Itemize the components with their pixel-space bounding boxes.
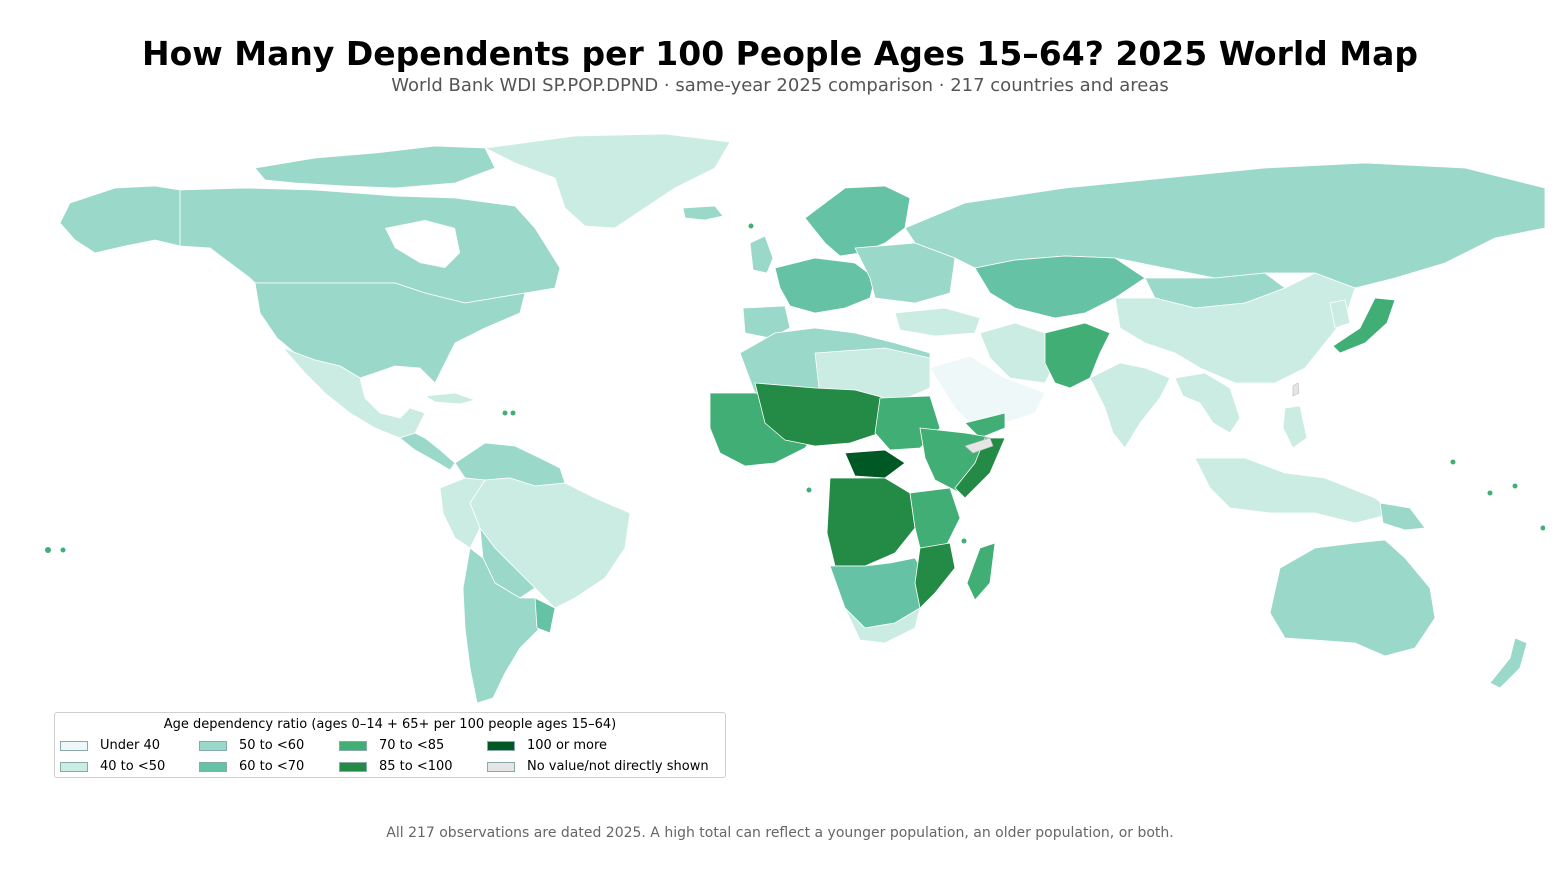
region-central-america[interactable] xyxy=(399,432,456,471)
region-caribbean[interactable] xyxy=(424,392,476,405)
island-pacific-2[interactable] xyxy=(1450,459,1456,465)
region-central-african-rep[interactable] xyxy=(844,449,906,479)
legend-swatch xyxy=(199,761,227,772)
region-somalia[interactable] xyxy=(954,437,1006,499)
legend-swatch xyxy=(487,740,515,751)
legend-label: 70 to <85 xyxy=(379,738,445,753)
legend-swatch xyxy=(339,761,367,772)
region-australia[interactable] xyxy=(1269,539,1436,657)
region-mexico[interactable] xyxy=(282,347,426,439)
region-japan[interactable] xyxy=(1332,297,1396,354)
legend-item-under-40: Under 40 xyxy=(60,738,160,754)
legend-swatch xyxy=(487,761,515,772)
legend-item-70-85: 70 to <85 xyxy=(339,738,444,754)
region-south-africa[interactable] xyxy=(844,607,921,644)
region-china[interactable] xyxy=(1114,272,1356,384)
legend-swatch xyxy=(60,740,88,751)
region-new-zealand[interactable] xyxy=(1489,637,1528,689)
legend-title: Age dependency ratio (ages 0–14 + 65+ pe… xyxy=(163,717,617,732)
world-choropleth-map xyxy=(45,133,1546,704)
island-pacific-1[interactable] xyxy=(60,547,66,553)
region-iceland[interactable] xyxy=(682,205,724,221)
legend-item-85-100: 85 to <100 xyxy=(339,759,453,775)
legend-label: 60 to <70 xyxy=(239,759,305,774)
legend-swatch xyxy=(199,740,227,751)
region-canada-islands[interactable] xyxy=(254,145,496,189)
region-east-africa[interactable] xyxy=(909,487,961,549)
region-greenland[interactable] xyxy=(484,133,731,229)
legend-item-40-50: 40 to <50 xyxy=(60,759,165,775)
island-pacific-5[interactable] xyxy=(1540,525,1546,531)
region-alaska[interactable] xyxy=(59,185,181,254)
legend-item-100-plus: 100 or more xyxy=(487,738,607,754)
island-caribbean-1[interactable] xyxy=(502,410,508,416)
map-title: How Many Dependents per 100 People Ages … xyxy=(141,34,1419,73)
region-india[interactable] xyxy=(1089,362,1171,449)
region-turkey[interactable] xyxy=(894,307,981,337)
region-argentina[interactable] xyxy=(462,547,541,704)
region-papua[interactable] xyxy=(1379,502,1426,531)
island-pacific-3[interactable] xyxy=(1487,490,1493,496)
island-indian-ocean[interactable] xyxy=(961,538,967,544)
region-central-africa[interactable] xyxy=(826,477,916,567)
map-legend: Age dependency ratio (ages 0–14 + 65+ pe… xyxy=(54,712,726,778)
region-no-data-somaliland[interactable] xyxy=(964,437,994,454)
island-caribbean-2[interactable] xyxy=(510,410,516,416)
region-mozambique[interactable] xyxy=(914,542,956,609)
legend-swatch xyxy=(339,740,367,751)
legend-label: 85 to <100 xyxy=(379,759,453,774)
island-atlantic[interactable] xyxy=(748,223,754,229)
legend-item-no-value: No value/not directly shown xyxy=(487,759,709,775)
region-uk[interactable] xyxy=(749,235,774,274)
region-southeast-asia[interactable] xyxy=(1174,372,1241,434)
region-uruguay[interactable] xyxy=(534,597,556,634)
legend-label: 100 or more xyxy=(527,738,608,753)
region-no-data-taiwan[interactable] xyxy=(1292,382,1300,397)
legend-swatch xyxy=(60,761,88,772)
legend-label: Under 40 xyxy=(100,738,161,753)
region-scandinavia[interactable] xyxy=(804,185,911,257)
island-hawaii[interactable] xyxy=(45,547,51,553)
legend-item-50-60: 50 to <60 xyxy=(199,738,304,754)
map-subtitle: World Bank WDI SP.POP.DPND · same-year 2… xyxy=(391,75,1169,96)
legend-item-60-70: 60 to <70 xyxy=(199,759,304,775)
region-yemen[interactable] xyxy=(964,412,1006,439)
region-western-europe[interactable] xyxy=(774,257,876,314)
island-west-africa[interactable] xyxy=(806,487,812,493)
island-pacific-4[interactable] xyxy=(1512,483,1518,489)
region-sahel[interactable] xyxy=(754,382,886,447)
legend-label: 50 to <60 xyxy=(239,738,305,753)
region-indonesia[interactable] xyxy=(1194,457,1396,524)
legend-label: 40 to <50 xyxy=(100,759,166,774)
region-madagascar[interactable] xyxy=(966,542,996,601)
hudson-bay xyxy=(385,220,460,268)
region-philippines[interactable] xyxy=(1282,405,1308,449)
map-footnote: All 217 observations are dated 2025. A h… xyxy=(386,825,1174,841)
legend-label: No value/not directly shown xyxy=(527,759,709,774)
region-korea[interactable] xyxy=(1329,299,1351,329)
region-arabian-peninsula[interactable] xyxy=(929,355,1046,429)
